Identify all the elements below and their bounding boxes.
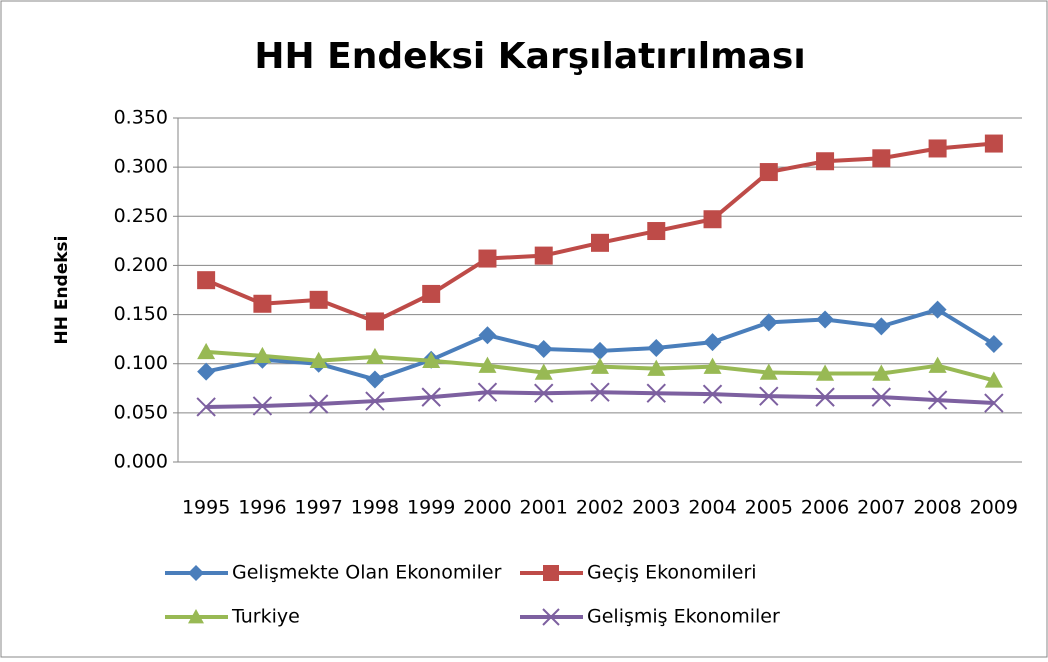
- point-marker: [816, 364, 835, 381]
- point-marker: [308, 394, 329, 414]
- x-tick-label: 2009: [970, 497, 1018, 519]
- point-marker: [478, 356, 497, 373]
- point-marker: [928, 300, 947, 319]
- y-tick-label: 0.100: [114, 352, 168, 374]
- y-tick-label: 0.300: [114, 156, 168, 178]
- legend-label: Gelişmekte Olan Ekonomiler: [232, 562, 502, 584]
- point-marker: [591, 233, 609, 252]
- point-marker: [703, 333, 722, 352]
- point-marker: [534, 246, 553, 265]
- point-marker: [542, 608, 560, 626]
- chart-title: HH Endeksi Karşılatırılması: [254, 36, 805, 77]
- y-tick-label: 0.050: [114, 401, 168, 423]
- point-marker: [365, 312, 384, 331]
- x-tick-label: 1997: [294, 497, 342, 519]
- point-marker: [759, 386, 779, 406]
- point-marker: [984, 335, 1003, 354]
- point-marker: [702, 384, 723, 404]
- point-marker: [197, 362, 216, 381]
- point-marker: [365, 347, 384, 365]
- point-marker: [534, 363, 553, 380]
- point-marker: [872, 149, 891, 168]
- y-tick-label: 0.200: [114, 254, 168, 276]
- y-tick-label: 0.250: [114, 205, 168, 227]
- point-marker: [928, 356, 947, 373]
- point-marker: [927, 390, 948, 410]
- x-tick-label: 2002: [576, 497, 624, 519]
- point-marker: [253, 294, 272, 313]
- legend-label: Gelişmiş Ekonomiler: [587, 606, 780, 628]
- y-axis-label: HH Endeksi: [52, 235, 72, 344]
- point-marker: [252, 396, 273, 416]
- point-marker: [196, 397, 216, 417]
- point-marker: [703, 357, 722, 374]
- x-tick-label: 1995: [182, 497, 230, 519]
- point-marker: [872, 317, 891, 336]
- point-marker: [365, 370, 384, 389]
- legend-label: Geçiş Ekonomileri: [587, 562, 757, 584]
- point-marker: [197, 271, 216, 290]
- point-marker: [759, 163, 778, 182]
- point-marker: [646, 383, 666, 403]
- point-marker: [543, 565, 559, 581]
- point-marker: [815, 387, 835, 407]
- x-tick-label: 2000: [463, 497, 511, 519]
- point-marker: [534, 383, 554, 403]
- point-marker: [478, 249, 497, 268]
- point-marker: [591, 357, 609, 374]
- point-marker: [816, 152, 835, 171]
- point-marker: [422, 284, 441, 303]
- point-marker: [647, 222, 666, 241]
- x-tick-label: 2001: [520, 497, 568, 519]
- point-marker: [422, 351, 441, 368]
- point-marker: [647, 338, 666, 357]
- x-tick-label: 2008: [913, 497, 961, 519]
- point-marker: [197, 342, 216, 360]
- point-marker: [477, 382, 498, 402]
- point-marker: [309, 351, 328, 368]
- x-tick-label: 2005: [745, 497, 793, 519]
- x-tick-label: 1998: [351, 497, 399, 519]
- point-marker: [365, 391, 385, 411]
- x-tick-label: 1999: [407, 497, 455, 519]
- y-tick-label: 0.000: [114, 451, 168, 473]
- point-marker: [703, 210, 722, 229]
- point-marker: [309, 290, 328, 309]
- point-marker: [871, 387, 892, 407]
- y-tick-label: 0.150: [114, 303, 168, 325]
- point-marker: [647, 359, 666, 376]
- point-marker: [984, 393, 1004, 413]
- point-marker: [188, 609, 204, 624]
- point-marker: [421, 387, 441, 407]
- x-tick-label: 2007: [857, 497, 905, 519]
- point-marker: [534, 339, 553, 358]
- point-marker: [188, 565, 204, 581]
- point-marker: [590, 382, 610, 402]
- point-marker: [253, 346, 272, 364]
- y-tick-label: 0.350: [114, 107, 168, 129]
- point-marker: [759, 363, 778, 380]
- point-marker: [591, 341, 609, 360]
- point-marker: [984, 134, 1003, 153]
- x-tick-label: 2004: [688, 497, 736, 519]
- point-marker: [928, 139, 947, 158]
- x-tick-label: 2006: [801, 497, 849, 519]
- point-marker: [816, 310, 835, 329]
- point-marker: [984, 371, 1003, 388]
- point-marker: [478, 326, 497, 345]
- point-marker: [872, 364, 891, 381]
- x-tick-label: 2003: [632, 497, 680, 519]
- x-tick-label: 1996: [238, 497, 286, 519]
- legend-label: Turkiye: [231, 606, 300, 628]
- point-marker: [759, 313, 778, 332]
